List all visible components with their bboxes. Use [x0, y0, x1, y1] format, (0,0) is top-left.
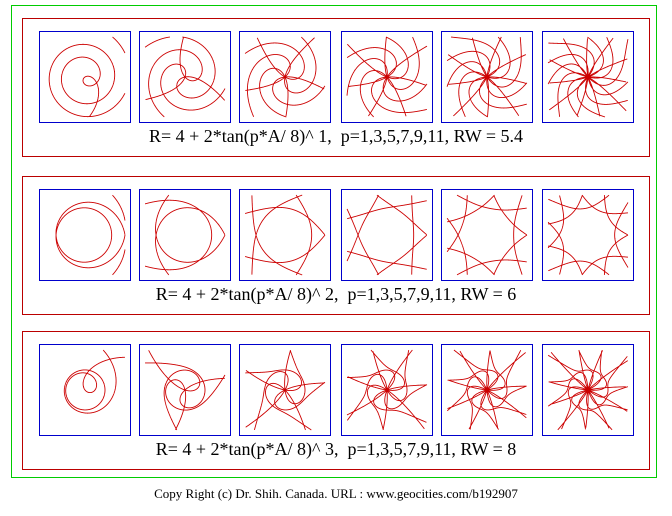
curve-line — [63, 349, 125, 414]
polar-curve-plot — [547, 194, 629, 276]
curve-line — [446, 349, 527, 430]
polar-curve-plot — [145, 350, 226, 431]
polar-curve-plot — [48, 36, 126, 118]
curve-line — [547, 36, 629, 118]
curve-tile-p7 — [341, 189, 433, 281]
curve-line — [244, 36, 326, 118]
curve-tile-p11 — [542, 31, 634, 123]
curve-tile-p7 — [341, 31, 433, 123]
curve-tile-p11 — [542, 344, 634, 436]
polar-curve-plot — [144, 36, 226, 118]
curve-line — [48, 36, 126, 118]
polar-curve-plot — [63, 349, 125, 414]
curve-line — [547, 194, 629, 276]
curve-tile-p5 — [239, 31, 331, 123]
polar-curve-plot — [547, 350, 629, 431]
curve-line — [144, 194, 226, 276]
curve-line — [446, 194, 528, 276]
polar-curve-plot — [446, 194, 528, 276]
polar-curve-plot — [245, 350, 326, 431]
polar-curve-plot — [346, 194, 428, 276]
curve-tile-p3 — [139, 31, 231, 123]
curve-panel-2: R= 4 + 2*tan(p*A/ 8)^ 2, p=1,3,5,7,9,11,… — [22, 176, 650, 315]
polar-curve-plot — [144, 194, 226, 276]
curve-tile-p1 — [39, 344, 131, 436]
curve-panel-3: R= 4 + 2*tan(p*A/ 8)^ 3, p=1,3,5,7,9,11,… — [22, 331, 650, 470]
polar-curve-plot — [446, 349, 527, 430]
polar-curve-plot — [55, 194, 126, 276]
curve-tile-p9 — [441, 189, 533, 281]
curve-tile-p9 — [441, 31, 533, 123]
formula-caption: R= 4 + 2*tan(p*A/ 8)^ 2, p=1,3,5,7,9,11,… — [155, 284, 517, 304]
curve-tile-p11 — [542, 189, 634, 281]
curve-panel-1: R= 4 + 2*tan(p*A/ 8)^ 1, p=1,3,5,7,9,11,… — [22, 18, 650, 157]
polar-curve-plot — [244, 194, 326, 276]
curve-tile-p3 — [139, 344, 231, 436]
curve-line — [346, 194, 428, 276]
polar-curve-plot — [346, 349, 428, 431]
curve-line — [245, 350, 326, 431]
curve-line — [145, 350, 226, 431]
curve-tile-p1 — [39, 31, 131, 123]
curve-line — [346, 36, 428, 118]
polar-curve-plot — [547, 36, 629, 118]
outer-frame — [11, 5, 657, 478]
curve-tile-p9 — [441, 344, 533, 436]
formula-caption: R= 4 + 2*tan(p*A/ 8)^ 1, p=1,3,5,7,9,11,… — [148, 126, 524, 146]
curve-line — [144, 36, 226, 118]
curve-tile-p1 — [39, 189, 131, 281]
curve-line — [547, 350, 629, 431]
curve-tile-p3 — [139, 189, 231, 281]
polar-curve-plot — [446, 36, 528, 118]
curve-tile-p5 — [239, 189, 331, 281]
copyright-footer: Copy Right (c) Dr. Shih. Canada. URL : w… — [154, 486, 518, 501]
polar-curve-plot — [346, 36, 428, 118]
curve-line — [55, 194, 126, 276]
curve-tile-p7 — [341, 344, 433, 436]
curve-tile-p5 — [239, 344, 331, 436]
curve-line — [446, 36, 528, 118]
polar-curve-plot — [244, 36, 326, 118]
formula-caption: R= 4 + 2*tan(p*A/ 8)^ 3, p=1,3,5,7,9,11,… — [155, 439, 517, 459]
curve-line — [244, 194, 326, 276]
curve-line — [346, 349, 428, 431]
